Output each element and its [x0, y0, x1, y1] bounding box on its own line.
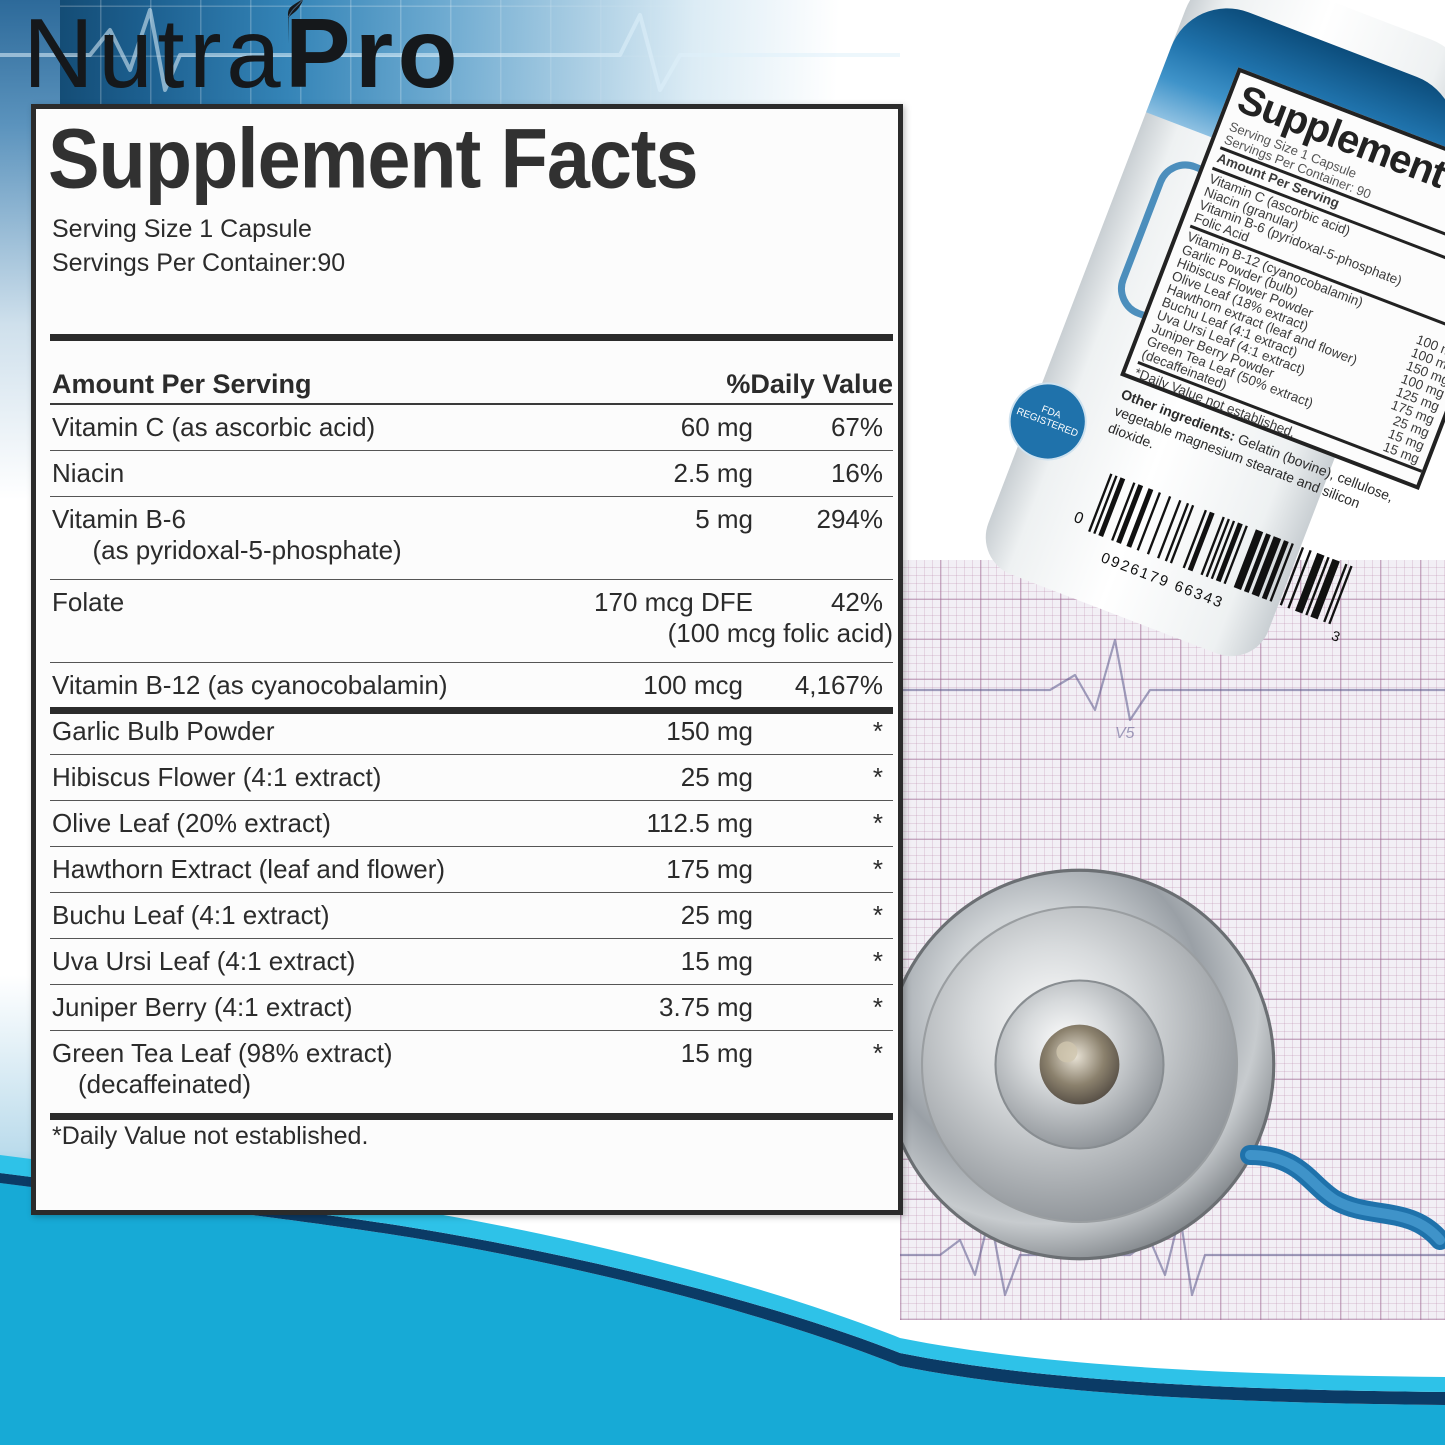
svg-text:3: 3	[1329, 627, 1342, 645]
